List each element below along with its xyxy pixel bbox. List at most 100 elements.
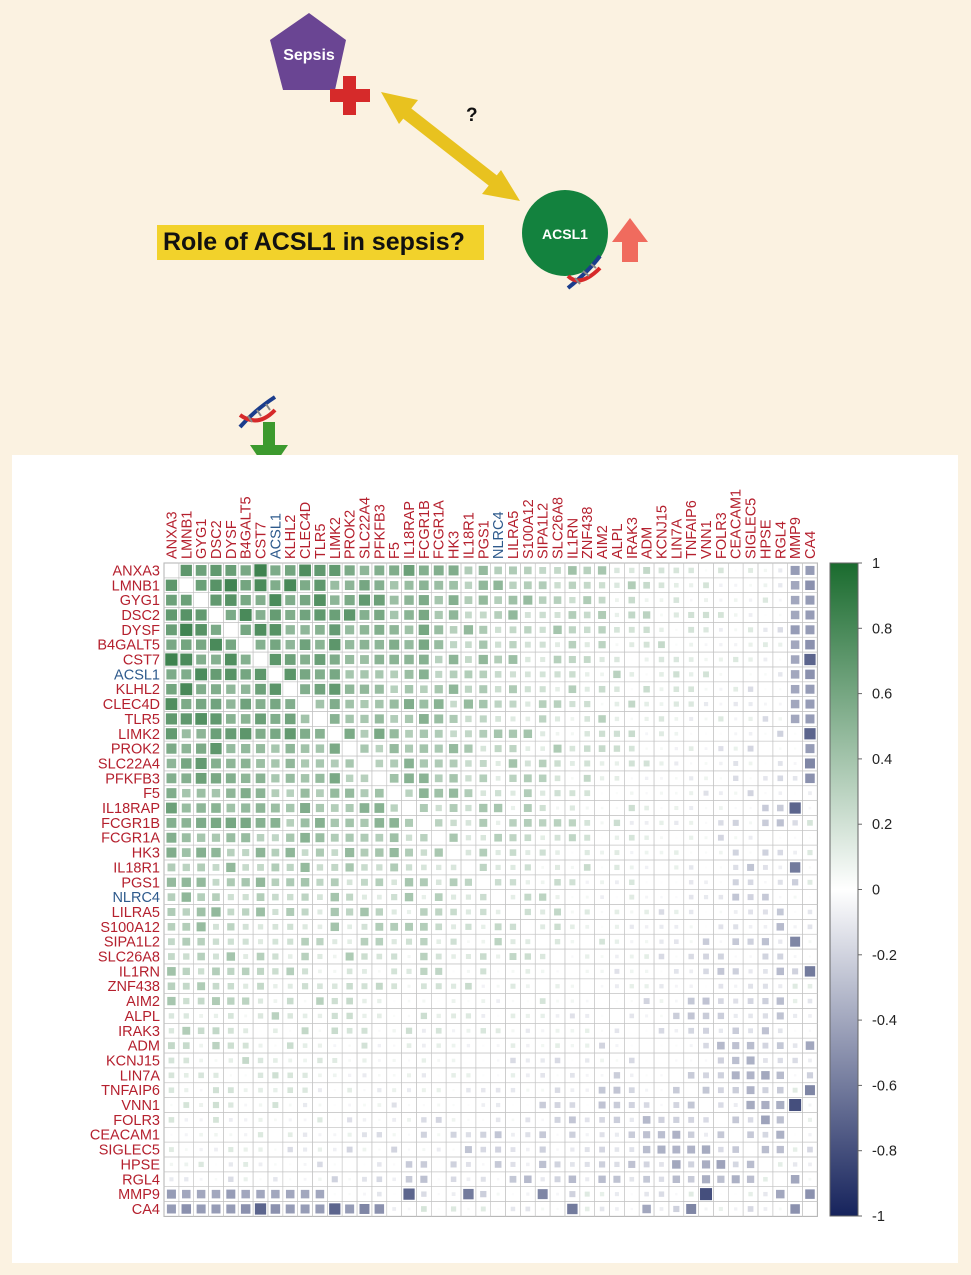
heatmap-cell <box>241 878 250 887</box>
column-label: SLC26A8 <box>551 497 567 559</box>
heatmap-cell <box>242 864 249 871</box>
heatmap-cell <box>804 966 816 977</box>
heatmap-cell <box>303 999 307 1003</box>
heatmap-cell <box>180 683 193 696</box>
heatmap-cell <box>598 611 607 619</box>
heatmap-cell <box>258 1103 263 1107</box>
heatmap-cell <box>584 819 591 826</box>
heatmap-cell <box>360 670 369 679</box>
heatmap-cell <box>629 672 635 677</box>
heatmap-cell <box>375 878 384 887</box>
heatmap-cell <box>510 1161 516 1167</box>
heatmap-cell <box>674 999 678 1003</box>
heatmap-cell <box>210 713 222 725</box>
heatmap-cell <box>599 656 605 663</box>
heatmap-cell <box>689 925 693 929</box>
heatmap-cell <box>197 893 205 901</box>
heatmap-cell <box>717 1057 724 1064</box>
heatmap-cell <box>436 864 442 871</box>
heatmap-cell <box>361 983 368 990</box>
heatmap-cell <box>405 818 414 827</box>
heatmap-cell <box>390 804 398 812</box>
heatmap-cell <box>467 999 470 1003</box>
heatmap-cell <box>480 953 487 960</box>
heatmap-cell <box>211 833 221 842</box>
heatmap-cell <box>418 595 429 606</box>
heatmap-cell <box>687 1072 695 1079</box>
heatmap-cell <box>393 1014 396 1018</box>
heatmap-cell <box>613 1175 621 1183</box>
heatmap-cell <box>465 835 472 841</box>
heatmap-cell <box>734 569 737 572</box>
heatmap-cell <box>345 759 354 768</box>
heatmap-cell <box>389 654 399 665</box>
heatmap-cell <box>629 1013 635 1019</box>
heatmap-cell <box>570 984 574 988</box>
heatmap-cell <box>704 806 708 810</box>
heatmap-cell <box>244 1118 248 1122</box>
legend-tick-label: -0.6 <box>872 1078 897 1094</box>
heatmap-cell <box>555 1043 560 1048</box>
heatmap-cell <box>165 728 177 740</box>
heatmap-cell <box>195 609 207 621</box>
heatmap-cell <box>467 1103 470 1107</box>
heatmap-cell <box>226 862 236 873</box>
heatmap-cell <box>405 864 413 871</box>
heatmap-cell <box>763 1207 768 1211</box>
heatmap-cell <box>210 742 222 755</box>
heatmap-cell <box>479 818 488 827</box>
column-label: DYSF <box>224 520 240 559</box>
heatmap-cell <box>793 850 798 855</box>
heatmap-cell <box>346 1012 353 1020</box>
heatmap-cell <box>359 610 370 620</box>
heatmap-cell <box>287 1013 293 1019</box>
heatmap-cell <box>181 818 192 828</box>
heatmap-cell <box>244 1133 248 1137</box>
heatmap-cell <box>434 893 443 901</box>
heatmap-cell <box>376 864 383 871</box>
heatmap-cell <box>254 668 267 681</box>
column-label: FCGR1A <box>432 500 448 559</box>
heatmap-cell <box>479 863 487 872</box>
heatmap-cell <box>254 1203 267 1215</box>
heatmap-cell <box>242 1042 249 1049</box>
heatmap-cell <box>166 773 177 784</box>
heatmap-cell <box>600 984 604 988</box>
heatmap-cell <box>226 744 236 754</box>
row-label: ANXA3 <box>112 563 160 579</box>
heatmap-cell <box>734 806 737 810</box>
heatmap-cell <box>479 715 487 723</box>
heatmap-cell <box>807 849 813 856</box>
row-label: SIPA1L2 <box>104 935 160 951</box>
heatmap-cell <box>704 776 708 781</box>
heatmap-cell <box>629 954 634 959</box>
heatmap-cell <box>255 817 266 828</box>
heatmap-cell <box>270 1204 281 1214</box>
heatmap-cell <box>450 908 457 916</box>
heatmap-cell <box>674 731 679 736</box>
heatmap-cell <box>448 744 459 754</box>
heatmap-cell <box>688 746 694 751</box>
legend-tick-label: -0.2 <box>872 948 897 964</box>
heatmap-cell <box>448 565 459 576</box>
heatmap-cell <box>630 999 633 1003</box>
column-label: ALPL <box>610 524 626 559</box>
column-label: LMNB1 <box>179 511 195 559</box>
heatmap-cell <box>168 1013 175 1019</box>
heatmap-cell <box>734 583 738 587</box>
heatmap-cell <box>240 565 251 576</box>
heatmap-cell <box>688 880 694 885</box>
heatmap-cell <box>184 1162 189 1167</box>
heatmap-cell <box>300 1204 310 1214</box>
heatmap-cell <box>242 908 250 916</box>
heatmap-cell <box>227 997 235 1005</box>
heatmap-cell <box>733 761 739 766</box>
heatmap-cell <box>732 819 739 826</box>
heatmap-cell <box>299 669 311 680</box>
heatmap-cell <box>270 713 281 724</box>
heatmap-cell <box>361 894 367 900</box>
heatmap-cell <box>584 1206 590 1212</box>
heatmap-cell <box>539 819 547 827</box>
heatmap-cell <box>598 582 606 589</box>
heatmap-cell <box>657 1131 666 1139</box>
